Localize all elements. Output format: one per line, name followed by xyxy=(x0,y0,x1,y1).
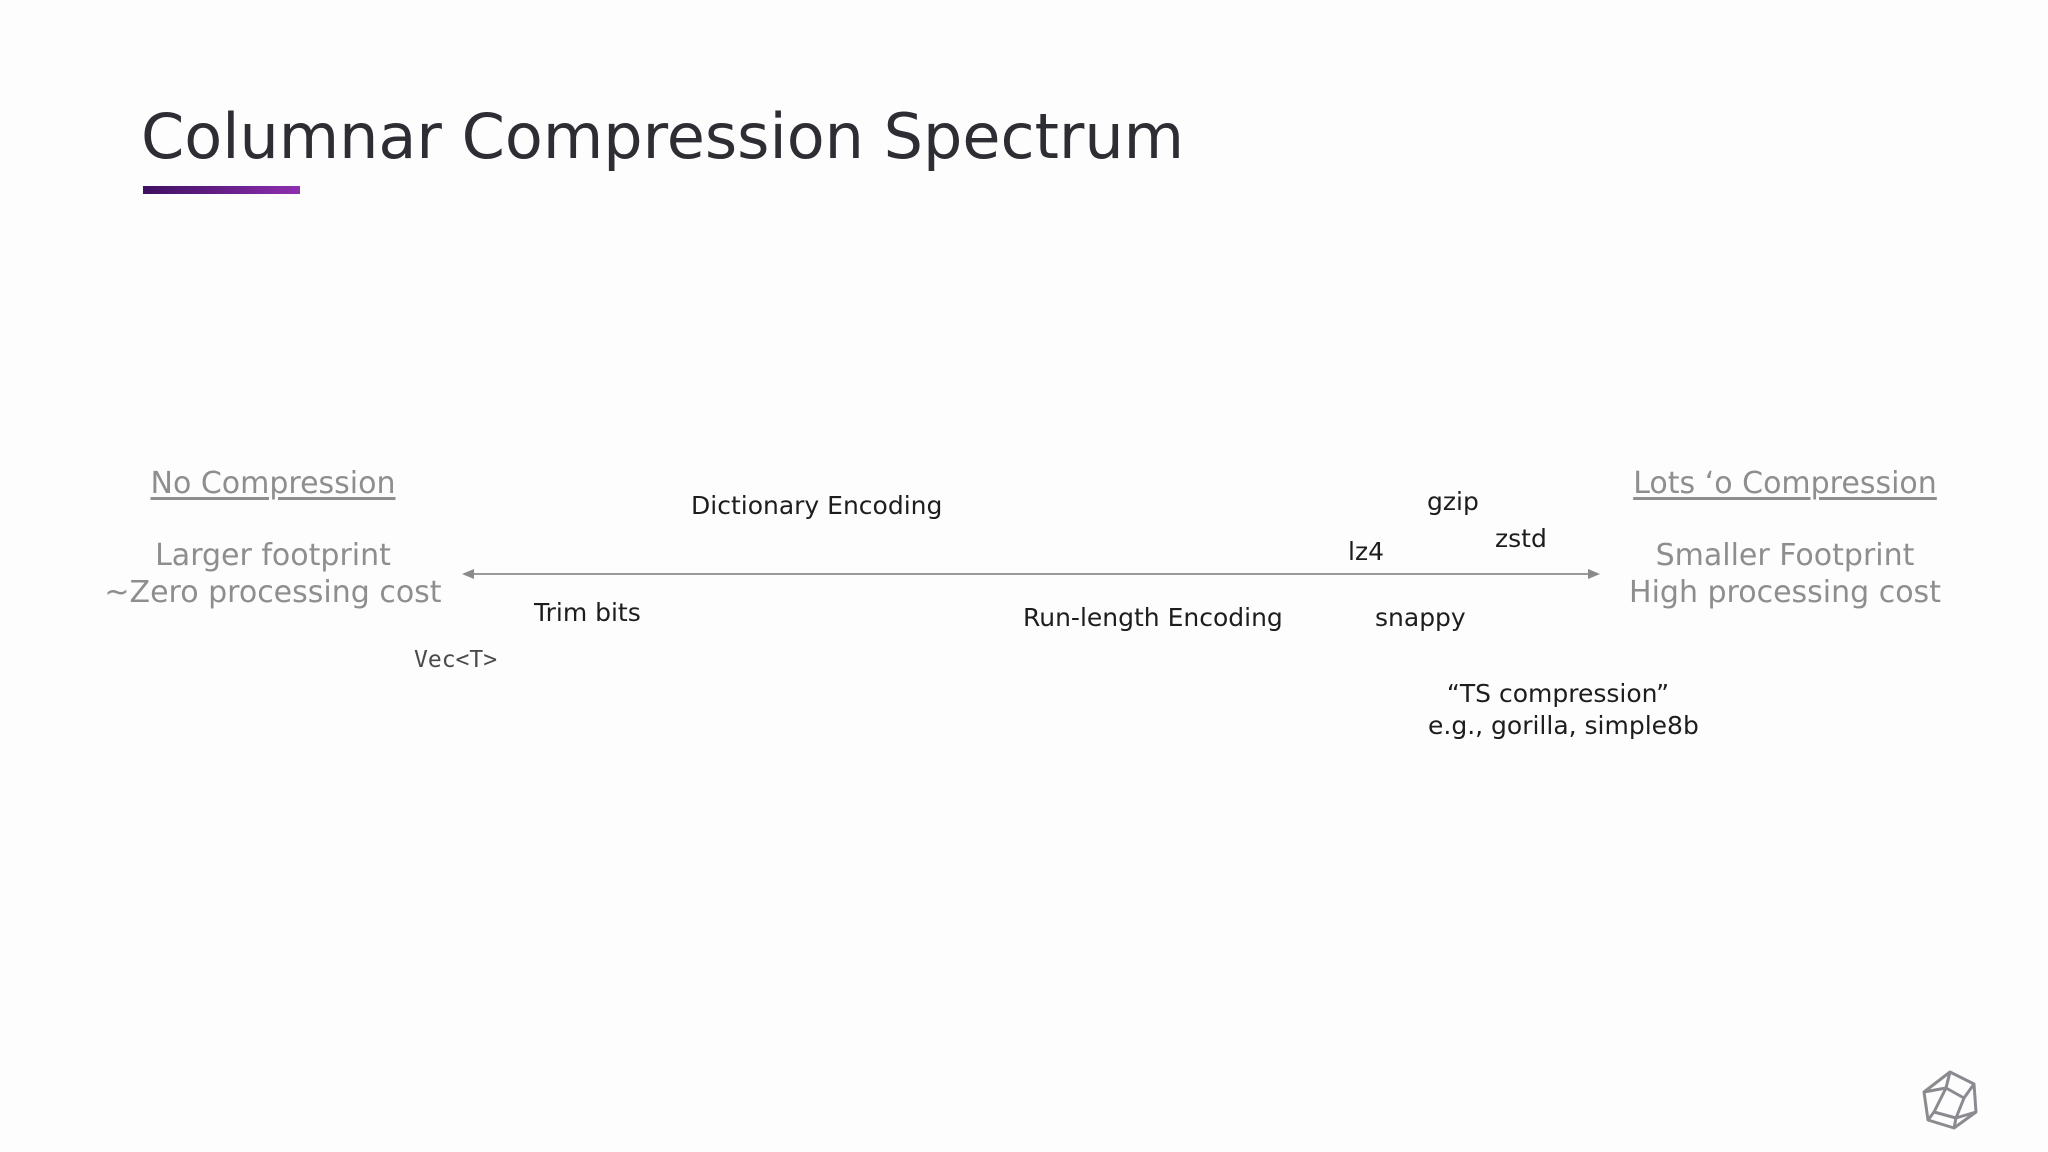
left-pole: No Compression Larger footprint ~Zero pr… xyxy=(93,465,453,611)
left-pole-line2: ~Zero processing cost xyxy=(104,575,442,610)
label-dictionary-encoding: Dictionary Encoding xyxy=(691,491,943,520)
label-snappy: snappy xyxy=(1375,603,1466,632)
label-trim-bits: Trim bits xyxy=(534,598,641,627)
ts-compression-title: “TS compression” xyxy=(1446,679,1670,708)
right-pole: Lots ‘o Compression Smaller Footprint Hi… xyxy=(1605,465,1965,611)
right-pole-heading: Lots ‘o Compression xyxy=(1633,466,1937,501)
label-run-length-encoding: Run-length Encoding xyxy=(1023,603,1283,632)
title-accent-bar xyxy=(143,186,300,194)
slide-title: Columnar Compression Spectrum xyxy=(141,100,1185,173)
axis-right-arrowhead xyxy=(1588,569,1600,579)
left-pole-line1: Larger footprint xyxy=(155,538,391,573)
polyhedron-logo-icon xyxy=(1922,1070,1978,1130)
ts-compression-examples: e.g., gorilla, simple8b xyxy=(1428,711,1699,740)
label-lz4: lz4 xyxy=(1348,537,1384,566)
label-vec-t: Vec<T> xyxy=(414,647,498,673)
label-ts-compression: “TS compression” e.g., gorilla, simple8b xyxy=(1428,678,1699,742)
right-pole-line1: Smaller Footprint xyxy=(1655,538,1915,573)
axis-left-arrowhead xyxy=(462,569,474,579)
label-gzip: gzip xyxy=(1427,487,1479,516)
left-pole-heading: No Compression xyxy=(150,466,396,501)
right-pole-line2: High processing cost xyxy=(1629,575,1941,610)
label-zstd: zstd xyxy=(1495,524,1547,553)
